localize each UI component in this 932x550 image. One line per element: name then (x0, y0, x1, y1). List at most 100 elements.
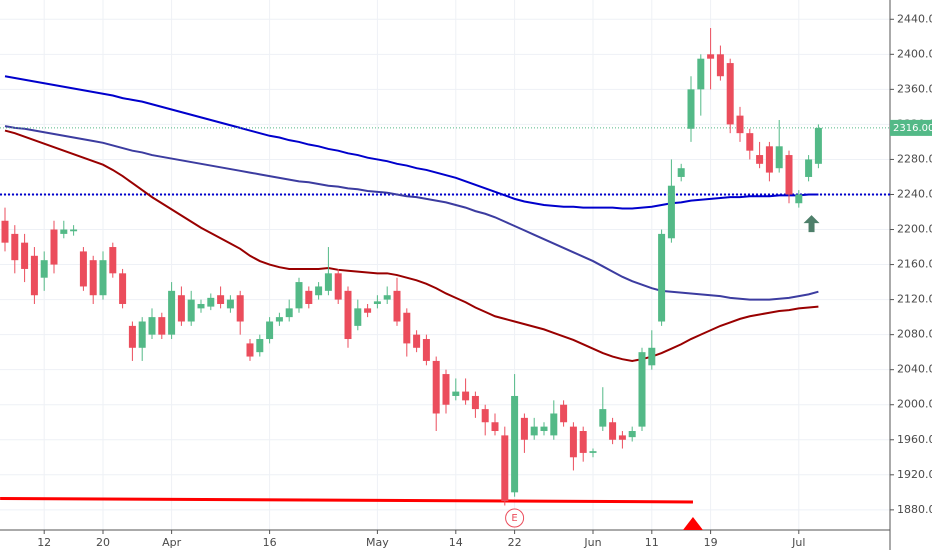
candle-body (589, 451, 597, 453)
candle-body (138, 321, 146, 348)
candle-body (716, 54, 724, 77)
candle-body (256, 339, 264, 353)
x-tick-label: Jul (791, 536, 805, 549)
candle-body (60, 229, 68, 234)
candle-body (726, 63, 734, 125)
candle-body (638, 352, 646, 427)
y-tick-label: 2240.00 (897, 187, 932, 200)
x-tick-label: Jun (583, 536, 601, 549)
candle-body (334, 273, 342, 300)
candle-body (148, 317, 156, 335)
candle-body (315, 286, 323, 296)
candle-body (628, 431, 636, 438)
candle-body (658, 233, 666, 322)
candle-body (373, 301, 381, 304)
candle-body (432, 360, 440, 414)
moving-average-line (4, 75, 819, 210)
trendline (0, 496, 693, 504)
x-tick-label: 11 (645, 536, 659, 549)
candle-body (1, 220, 9, 243)
candle-body (520, 417, 528, 440)
y-tick-label: 2280.00 (897, 152, 932, 165)
candle-body (197, 303, 205, 309)
candle-body (814, 127, 822, 164)
candle-body (158, 317, 166, 335)
arrow-marker (803, 215, 820, 233)
lines-layer (0, 75, 890, 504)
candle-body (805, 159, 813, 177)
candle-body (403, 312, 411, 344)
candle-body (275, 317, 283, 322)
candle-body (177, 295, 185, 322)
candle-body (540, 426, 548, 432)
candle-body (530, 426, 538, 436)
candle-body (207, 297, 215, 307)
x-tick-label: May (366, 536, 389, 549)
candle-body (217, 295, 225, 304)
triangle-marker (682, 517, 703, 530)
candle-body (11, 233, 19, 261)
candle-body (569, 426, 577, 458)
moving-average-line (4, 125, 819, 301)
candle-body (707, 54, 715, 59)
candles-layer (1, 28, 822, 506)
candle-body (393, 290, 401, 322)
candle-body (344, 290, 352, 340)
last-price-tag (890, 119, 932, 136)
candle-body (119, 273, 127, 304)
candle-body (599, 409, 607, 427)
candle-body (756, 155, 764, 164)
candle-body (226, 299, 234, 309)
x-tick-label: 12 (37, 536, 51, 549)
candle-body (79, 251, 87, 287)
candle-body (618, 435, 626, 440)
x-tick-label: 16 (263, 536, 277, 549)
candle-body (30, 255, 38, 296)
x-tick-label: 22 (508, 536, 522, 549)
candle-body (765, 146, 773, 173)
candle-body (795, 194, 803, 204)
x-tick-label: 14 (449, 536, 463, 549)
candle-body (50, 229, 58, 265)
candle-body (491, 422, 499, 432)
candle-body (452, 391, 460, 396)
candle-body (40, 260, 48, 278)
candle-body (285, 308, 293, 318)
y-tick-label: 2080.00 (897, 328, 932, 341)
y-tick-label: 2400.00 (897, 47, 932, 60)
candle-body (354, 308, 362, 326)
candle-body (70, 229, 78, 232)
candle-body (736, 115, 744, 134)
candle-body (99, 260, 107, 296)
grid-layer (0, 0, 890, 530)
candle-body (697, 58, 705, 90)
y-tick-label: 1880.00 (897, 503, 932, 516)
x-tick-label: 20 (96, 536, 110, 549)
candle-body (364, 308, 372, 313)
y-tick-label: 2160.00 (897, 258, 932, 271)
candle-body (89, 260, 97, 296)
candle-body (471, 395, 479, 410)
earnings-label: E (511, 513, 517, 524)
candle-body (609, 422, 617, 440)
candle-body (305, 290, 313, 304)
candle-body (677, 168, 685, 177)
candle-body (295, 282, 303, 309)
y-tick-label: 2440.00 (897, 12, 932, 25)
y-tick-label: 2040.00 (897, 363, 932, 376)
y-tick-label: 1920.00 (897, 468, 932, 481)
candle-body (442, 374, 450, 405)
candle-body (687, 89, 695, 129)
candle-body (383, 295, 391, 300)
candle-body (246, 343, 254, 357)
y-tick-label: 2360.00 (897, 82, 932, 95)
x-tick-label: 19 (704, 536, 718, 549)
candle-body (579, 431, 587, 453)
candle-body (481, 409, 489, 423)
earnings-marker (505, 508, 525, 528)
candle-body (128, 325, 136, 348)
candle-body (648, 347, 656, 366)
candle-body (109, 247, 117, 274)
top-layer: 1880.00 1920.00 1960.00 2000.00 2040.00 2080.… (37, 12, 932, 549)
